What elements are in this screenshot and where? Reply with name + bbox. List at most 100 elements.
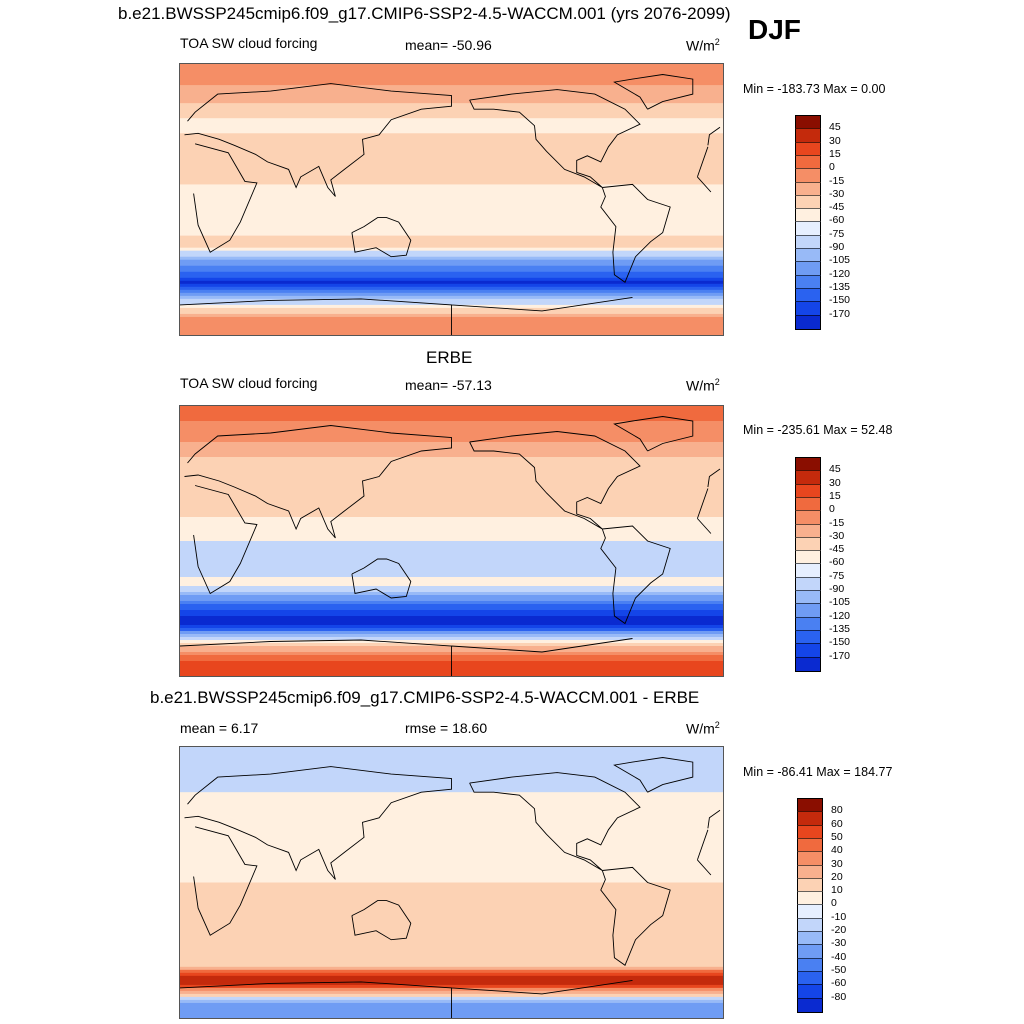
field-band [180, 574, 723, 578]
field-band [180, 163, 723, 167]
colorbar-swatch [795, 590, 821, 605]
field-band [180, 106, 723, 110]
field-band [180, 67, 723, 71]
colorbar-tick-label: 15 [829, 489, 841, 502]
field-band [180, 538, 723, 542]
field-band [180, 864, 723, 869]
field-band [180, 879, 723, 884]
colorbar-tick-label: -120 [829, 609, 851, 622]
field-band [180, 900, 723, 905]
contour-field [180, 747, 723, 1018]
field-band [180, 229, 723, 234]
panel-units: W/m2 [686, 37, 720, 54]
field-band [180, 756, 723, 760]
field-band [180, 801, 723, 805]
field-band [180, 148, 723, 152]
field-band [180, 514, 723, 518]
field-band [180, 625, 723, 629]
coastline [351, 900, 412, 941]
colorbar-swatch [795, 457, 821, 472]
field-band [180, 870, 723, 875]
colorbar-tick-label: 80 [831, 804, 843, 817]
field-band [180, 954, 723, 959]
field-band [180, 924, 723, 929]
colorbar-swatch [795, 115, 821, 130]
colorbar-swatch [795, 470, 821, 485]
coastline [193, 826, 712, 936]
field-band [180, 241, 723, 246]
field-band [180, 196, 723, 201]
colorbar-swatch [797, 864, 823, 879]
field-band [180, 274, 723, 279]
field-band [180, 211, 723, 216]
field-band [180, 286, 723, 291]
field-band [180, 942, 723, 947]
coastline [180, 638, 633, 676]
field-band [180, 810, 723, 814]
field-band [180, 484, 723, 488]
colorbar-swatch [795, 221, 821, 236]
colorbar-swatch [795, 643, 821, 658]
field-band [180, 592, 723, 596]
field-band [180, 846, 723, 850]
colorbar-tick-label: -30 [831, 937, 847, 950]
panel-mean-label: mean= -57.13 [405, 377, 492, 393]
colorbar-swatch [795, 261, 821, 276]
field-band [180, 415, 723, 419]
field-band [180, 427, 723, 431]
field-band [180, 499, 723, 503]
field-band [180, 750, 723, 754]
field-band [180, 133, 723, 137]
field-band [180, 604, 723, 608]
field-band [180, 283, 723, 288]
field-band [180, 493, 723, 497]
colorbar-tick-label: 0 [829, 161, 835, 174]
field-band [180, 981, 723, 986]
field-band [180, 223, 723, 228]
field-band [180, 930, 723, 935]
colorbar-tick-label: -75 [829, 569, 845, 582]
field-band [180, 583, 723, 587]
field-band [180, 496, 723, 500]
field-band [180, 789, 723, 793]
colorbar-tick-label: 20 [831, 870, 843, 883]
field-band [180, 406, 723, 410]
field-band [180, 226, 723, 231]
field-band [180, 454, 723, 458]
coastline [613, 416, 694, 452]
field-band [180, 130, 723, 134]
colorbar-swatch [795, 523, 821, 538]
field-band [180, 753, 723, 757]
field-band [180, 169, 723, 173]
field-band [180, 91, 723, 95]
field-band [180, 85, 723, 89]
coastline [600, 183, 671, 283]
field-band [180, 613, 723, 617]
colorbar-swatch [795, 496, 821, 512]
field-band [180, 903, 723, 908]
field-band [180, 619, 723, 623]
colorbar-tick-label: 60 [831, 817, 843, 830]
field-band [180, 628, 723, 632]
field-band [180, 136, 723, 140]
field-band [180, 972, 723, 977]
colorbar-swatch [795, 563, 821, 578]
field-band [180, 181, 723, 186]
field-band [180, 643, 723, 647]
panel-units: W/m2 [686, 720, 720, 737]
colorbar-tick-label: -60 [831, 977, 847, 990]
field-band [180, 193, 723, 198]
field-band [180, 118, 723, 122]
contour-map [179, 63, 724, 336]
field-band [180, 421, 723, 425]
field-band [180, 508, 723, 512]
field-band [180, 76, 723, 80]
field-band [180, 487, 723, 491]
field-band [180, 936, 723, 941]
colorbar-swatch [795, 248, 821, 263]
field-band [180, 616, 723, 620]
field-band [180, 966, 723, 971]
field-band [180, 184, 723, 189]
coastline [184, 425, 721, 539]
panel-minmax: Min = -235.61 Max = 52.48 [743, 423, 893, 437]
